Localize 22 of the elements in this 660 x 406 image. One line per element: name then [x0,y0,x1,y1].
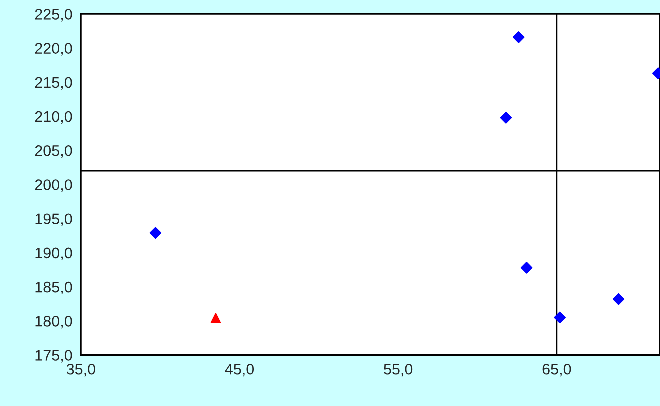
y-tick-label: 175,0 [36,350,72,363]
y-tick-label: 195,0 [36,214,72,226]
x-tick-label: 45,0 [225,364,254,377]
y-tick-label: 200,0 [35,180,72,192]
y-tick-label: 210,0 [35,111,72,124]
point [150,227,162,240]
x-tick-label: 35,0 [66,364,96,377]
y-tick-label: 185,0 [36,282,72,295]
point [512,32,525,44]
point [500,112,512,124]
y-tick-label: 190,0 [36,248,72,260]
y-tick-label: 225,0 [35,9,72,22]
y-tick-label: 205,0 [35,145,72,158]
y-tick-label: 220,0 [35,43,72,56]
y-tick-label: 215,0 [35,77,72,90]
point [612,293,625,306]
point [554,312,566,324]
point [210,313,222,324]
point [520,262,533,274]
x-tick-label: 55,0 [384,364,413,377]
x-tick-label: 65,0 [542,364,572,377]
y-tick-label: 180,0 [36,316,72,329]
